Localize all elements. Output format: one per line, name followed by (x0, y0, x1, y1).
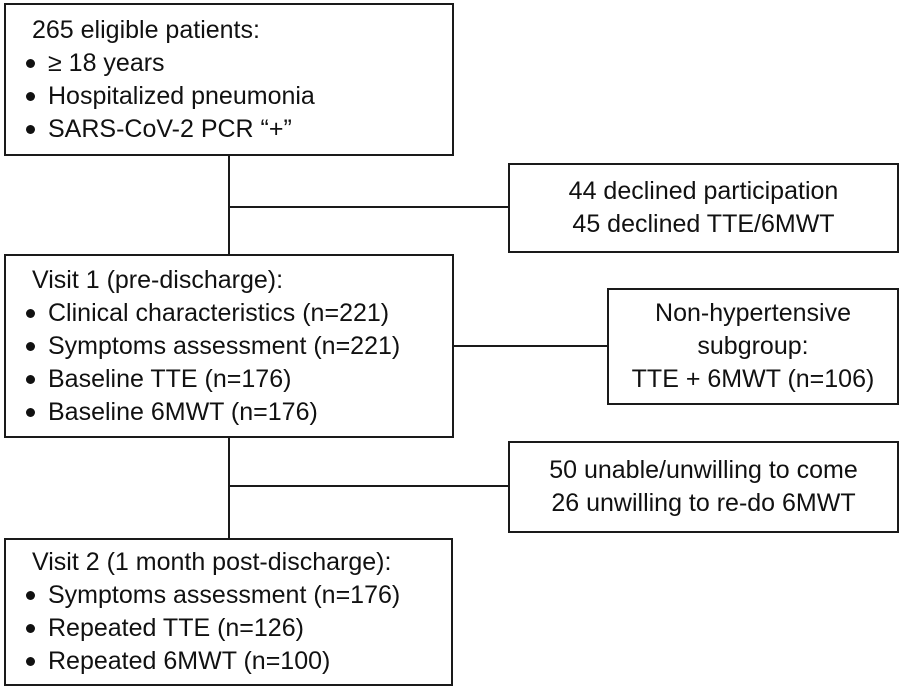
bullet-icon (26, 124, 35, 134)
list-item: Symptoms assessment (n=221) (24, 330, 444, 363)
bullet-icon (26, 91, 35, 101)
visit1-bullet-6mwt: Baseline 6MWT (n=176) (48, 397, 318, 426)
declined-line-participation: 44 declined participation (568, 177, 839, 205)
list-item: Baseline TTE (n=176) (24, 363, 444, 396)
visit2-bullet-tte: Repeated TTE (n=126) (48, 614, 304, 642)
connector-branch-declined (228, 206, 508, 208)
bullet-icon (26, 657, 35, 666)
list-item: ≥ 18 years (24, 47, 444, 80)
box-eligible-patients: 265 eligible patients: ≥ 18 years Hospit… (4, 3, 454, 156)
unable-line-come: 50 unable/unwilling to come (549, 456, 858, 484)
eligible-bullet-age: ≥ 18 years (48, 48, 165, 77)
box-visit1: Visit 1 (pre-discharge): Clinical charac… (4, 254, 454, 438)
box-declined: 44 declined participation 45 declined TT… (508, 163, 899, 253)
eligible-title: 265 eligible patients: (32, 15, 260, 44)
box-subgroup: Non-hypertensive subgroup: TTE + 6MWT (n… (607, 288, 899, 405)
list-item: Hospitalized pneumonia (24, 80, 444, 113)
unable-line-redo: 26 unwilling to re-do 6MWT (551, 489, 856, 517)
subgroup-line-3: TTE + 6MWT (n=106) (631, 365, 875, 393)
bullet-icon (26, 58, 35, 68)
visit1-bullet-tte: Baseline TTE (n=176) (48, 364, 292, 393)
list-item: Baseline 6MWT (n=176) (24, 396, 444, 429)
list-item: Repeated TTE (n=126) (24, 612, 443, 645)
bullet-icon (26, 591, 35, 600)
declined-line-tte6mwt: 45 declined TTE/6MWT (572, 210, 835, 238)
visit2-bullet-6mwt: Repeated 6MWT (n=100) (48, 647, 331, 675)
subgroup-line-1: Non-hypertensive (655, 299, 851, 327)
list-item: Repeated 6MWT (n=100) (24, 645, 443, 678)
list-item: Symptoms assessment (n=176) (24, 579, 443, 612)
visit2-title: Visit 2 (1 month post-discharge): (32, 548, 392, 576)
visit1-bullet-symptoms: Symptoms assessment (n=221) (48, 331, 401, 360)
eligible-bullet-pneumonia: Hospitalized pneumonia (48, 81, 315, 110)
eligible-bullet-pcr: SARS-CoV-2 PCR “+” (48, 114, 292, 143)
bullet-icon (26, 407, 35, 417)
visit2-bullet-symptoms: Symptoms assessment (n=176) (48, 581, 401, 609)
bullet-icon (26, 624, 35, 633)
connector-branch-unable (228, 485, 508, 487)
box-unable: 50 unable/unwilling to come 26 unwilling… (508, 441, 899, 533)
bullet-icon (26, 341, 35, 351)
list-item: SARS-CoV-2 PCR “+” (24, 113, 444, 146)
connector-eligible-to-visit1 (228, 156, 230, 254)
visit1-bullet-clinical: Clinical characteristics (n=221) (48, 298, 390, 327)
subgroup-line-2: subgroup: (697, 332, 809, 360)
list-item: Clinical characteristics (n=221) (24, 297, 444, 330)
connector-visit1-to-subgroup (454, 345, 607, 347)
connector-visit1-to-visit2 (228, 438, 230, 538)
bullet-icon (26, 374, 35, 384)
box-visit2: Visit 2 (1 month post-discharge): Sympto… (4, 538, 453, 686)
bullet-icon (26, 308, 35, 318)
visit1-title: Visit 1 (pre-discharge): (32, 265, 284, 294)
